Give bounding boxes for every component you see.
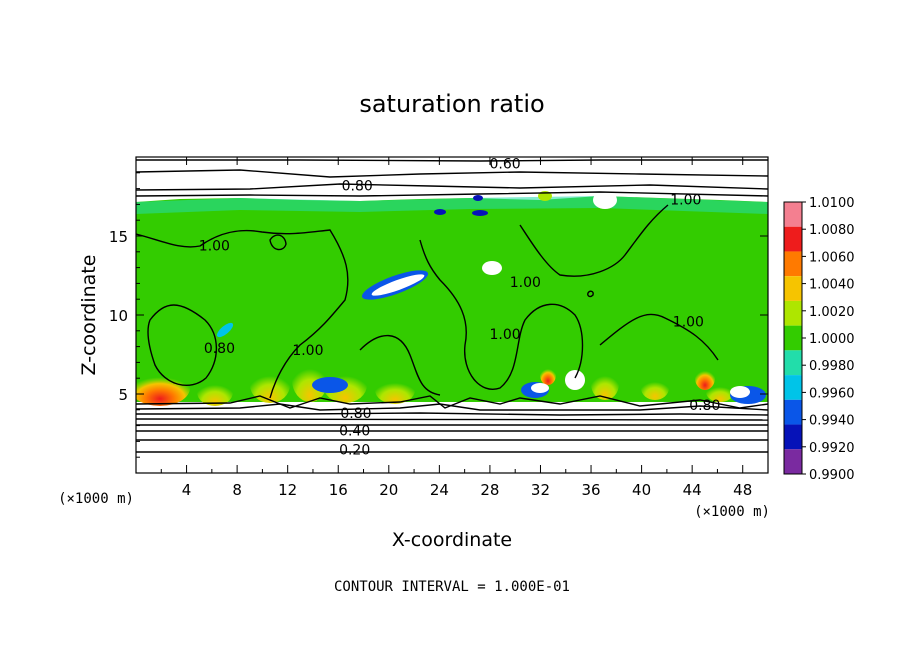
- contour-label: 1.00: [292, 343, 323, 359]
- x-tick-label: 44: [683, 481, 702, 499]
- colorbar-label: 1.0000: [809, 332, 855, 347]
- colorbar-label: 1.0100: [809, 196, 855, 211]
- contour-0-60-b: [136, 418, 768, 421]
- colorbar-swatch: [784, 251, 802, 277]
- contour-label: 1.00: [670, 193, 701, 209]
- contour-label: 0.60: [490, 156, 521, 172]
- colorbar-swatch: [784, 300, 802, 326]
- x-tick-label: 40: [632, 481, 651, 499]
- x-axis-label: X-coordinate: [392, 529, 512, 551]
- contour-0-75: [136, 403, 768, 411]
- contour-label: 0.80: [342, 178, 373, 194]
- x-tick-label: 24: [430, 481, 449, 499]
- x-axis-ticks: 4 8 12 16 20 24 28 32 36 40 44 48: [160, 157, 752, 499]
- y-axis-label: Z-coordinate: [78, 255, 100, 376]
- contour-0-80-top: [136, 183, 768, 191]
- contour-1-00-h: [587, 290, 594, 298]
- contour-label: 1.00: [199, 238, 230, 254]
- x-tick-label: 16: [329, 481, 348, 499]
- chart-title: saturation ratio: [359, 90, 544, 118]
- x-tick-label: 32: [531, 481, 550, 499]
- contour-0-70-b: [136, 412, 768, 416]
- colorbar-label: 0.9960: [809, 386, 855, 401]
- colorbar-label: 1.0060: [809, 250, 855, 265]
- colorbar-swatch: [784, 449, 802, 474]
- colorbar-swatch: [784, 276, 802, 301]
- colorbar-swatch: [784, 202, 802, 227]
- contour-1-00-e: [519, 204, 669, 277]
- contour-0-70: [136, 169, 768, 178]
- contour-label: 1.00: [673, 314, 704, 330]
- contour-1-00-c: [359, 334, 441, 396]
- contour-label: 0.80: [340, 406, 371, 422]
- contour-label: 1.00: [490, 327, 521, 343]
- colorbar-label: 0.9920: [809, 441, 855, 456]
- contour-1-00-a: [136, 229, 349, 399]
- contour-1-00-f: [599, 313, 719, 361]
- y-tick-label: 15: [109, 228, 128, 246]
- contour-label: 0.40: [339, 423, 370, 439]
- x-tick-label: 48: [733, 481, 752, 499]
- colorbar-label: 1.0020: [809, 305, 855, 320]
- x-tick-label: 28: [480, 481, 499, 499]
- contour-0-90: [136, 191, 768, 197]
- contour-0-60-top: [136, 159, 768, 162]
- contour-1-00-b: [147, 304, 217, 386]
- colorbar-label: 0.9940: [809, 414, 855, 429]
- contour-label: 0.20: [339, 442, 370, 458]
- x-tick-label: 4: [182, 481, 192, 499]
- contour-label: 1.00: [510, 275, 541, 291]
- x-unit-label: (×1000 m): [694, 504, 770, 520]
- contour-label: 0.80: [204, 341, 235, 357]
- dry-patches: [216, 191, 766, 404]
- contour-1-00-d: [419, 239, 584, 390]
- z-unit-label: (×1000 m): [58, 491, 134, 507]
- colorbar-label: 0.9900: [809, 468, 855, 483]
- colorbar: 1.0100 1.0080 1.0060 1.0040 1.0020 1.0000 0.99…: [783, 196, 855, 483]
- contour-0-80-wavy: [136, 395, 768, 409]
- colorbar-swatch: [784, 325, 802, 351]
- colorbar-label: 1.0080: [809, 223, 855, 238]
- colorbar-swatch: [784, 399, 802, 425]
- y-axis-ticks: 5 10 15: [109, 172, 768, 458]
- x-tick-label: 12: [278, 481, 297, 499]
- x-tick-label: 20: [379, 481, 398, 499]
- y-tick-label: 5: [118, 386, 128, 404]
- contour-interval-note: CONTOUR INTERVAL = 1.000E-01: [334, 579, 570, 595]
- colorbar-swatch: [784, 350, 802, 376]
- y-tick-label: 10: [109, 307, 128, 325]
- colorbar-swatch: [784, 226, 802, 252]
- x-tick-label: 8: [232, 481, 242, 499]
- saturation-field-green: [136, 196, 768, 402]
- contour-labels: 0.60 0.80 1.00 1.00 1.00 1.00 1.00 1.00 0.80 0.80…: [199, 156, 721, 458]
- x-tick-label: 36: [581, 481, 600, 499]
- contour-plot-area: [136, 157, 768, 473]
- colorbar-label: 1.0040: [809, 278, 855, 293]
- colorbar-swatch: [784, 375, 802, 400]
- colorbar-label: 0.9980: [809, 359, 855, 374]
- contour-lines: [136, 159, 768, 453]
- colorbar-swatch: [784, 424, 802, 450]
- contour-label: 0.80: [689, 398, 720, 414]
- contour-1-00-g: [269, 234, 287, 251]
